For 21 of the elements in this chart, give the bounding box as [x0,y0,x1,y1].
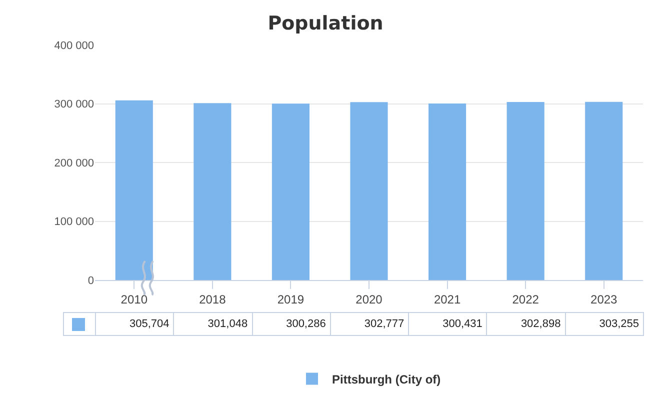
x-tick-label: 2018 [199,292,226,306]
x-tick-label: 2023 [590,292,618,306]
y-tick-label: 100 000 [54,216,94,228]
x-tick-label: 2019 [277,292,304,306]
data-label: 303,255 [564,312,644,336]
y-tick-label: 300 000 [54,98,94,111]
x-tick-label: 2020 [356,292,383,306]
data-label: 300,431 [408,312,488,336]
x-tick-label: 2010 [120,292,148,306]
data-label: 301,048 [173,312,253,336]
y-tick-label: 0 [88,274,94,287]
y-tick-label: 200 000 [54,157,94,170]
x-tick-label: 2021 [434,292,461,306]
x-tick-label: 2022 [512,292,540,306]
data-label: 302,898 [486,312,566,336]
data-label: 305,704 [95,312,174,336]
chart-title: Population [268,12,384,35]
data-label: 300,286 [252,312,331,336]
data-label: 302,777 [330,312,410,336]
legend-label: Pittsburgh (City of) [332,372,441,386]
y-tick-label: 400 000 [54,40,94,52]
